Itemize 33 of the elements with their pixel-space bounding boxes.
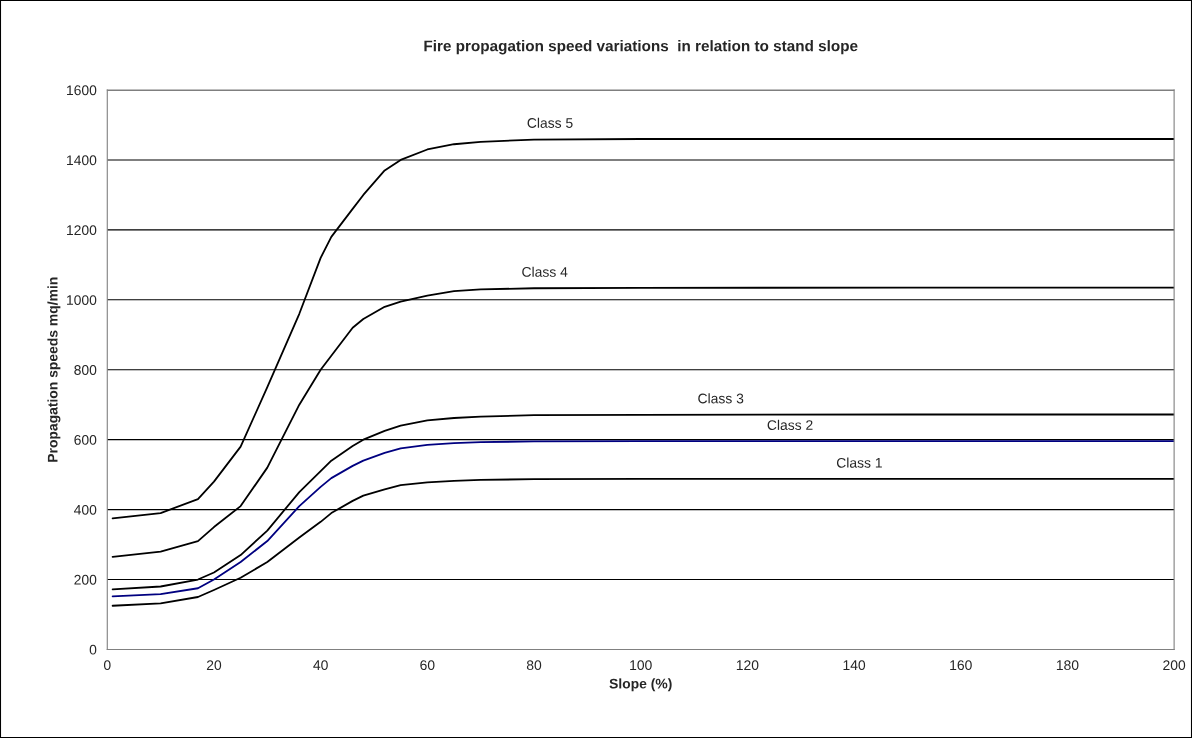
x-tick-label: 0 — [103, 660, 111, 671]
y-tick-label: 1400 — [67, 155, 97, 166]
y-tick-label: 1200 — [67, 225, 97, 236]
y-tick-label: 600 — [74, 435, 97, 445]
y-tick-label: 200 — [74, 574, 97, 585]
x-tick-label: 140 — [843, 660, 866, 671]
x-tick-label: 120 — [736, 660, 759, 671]
x-tick-label: 180 — [1056, 660, 1079, 671]
annotation: Class 3 — [698, 393, 744, 404]
x-axis-title: Slope (%) — [609, 678, 672, 692]
y-axis-title: Propagation speeds mq/min — [47, 277, 61, 462]
x-tick-label: 60 — [420, 660, 435, 671]
y-tick-label: 800 — [74, 365, 97, 375]
line-series — [111, 440, 1175, 598]
x-tick-label: 80 — [526, 660, 542, 671]
annotation: Class 2 — [767, 419, 813, 430]
y-tick-label: 0 — [89, 644, 97, 655]
chart-title: Fire propagation speed variations in relation to stand slope — [424, 40, 858, 55]
annotation: Class 5 — [527, 117, 573, 128]
y-tick-label: 1600 — [67, 85, 97, 96]
x-tick-label: 100 — [630, 660, 652, 671]
line-series — [111, 138, 1175, 520]
x-tick-label: 20 — [206, 660, 222, 671]
line-series — [111, 413, 1175, 591]
x-tick-label: 40 — [313, 660, 328, 671]
y-tick-label: 1000 — [67, 295, 97, 305]
y-tick-label: 400 — [74, 504, 97, 515]
annotation: Class 1 — [836, 457, 882, 468]
line-series — [111, 477, 1175, 607]
x-tick-label: 200 — [1163, 660, 1186, 671]
x-tick-label: 160 — [950, 660, 972, 671]
annotation: Class 4 — [522, 266, 568, 277]
line-series — [111, 286, 1175, 558]
